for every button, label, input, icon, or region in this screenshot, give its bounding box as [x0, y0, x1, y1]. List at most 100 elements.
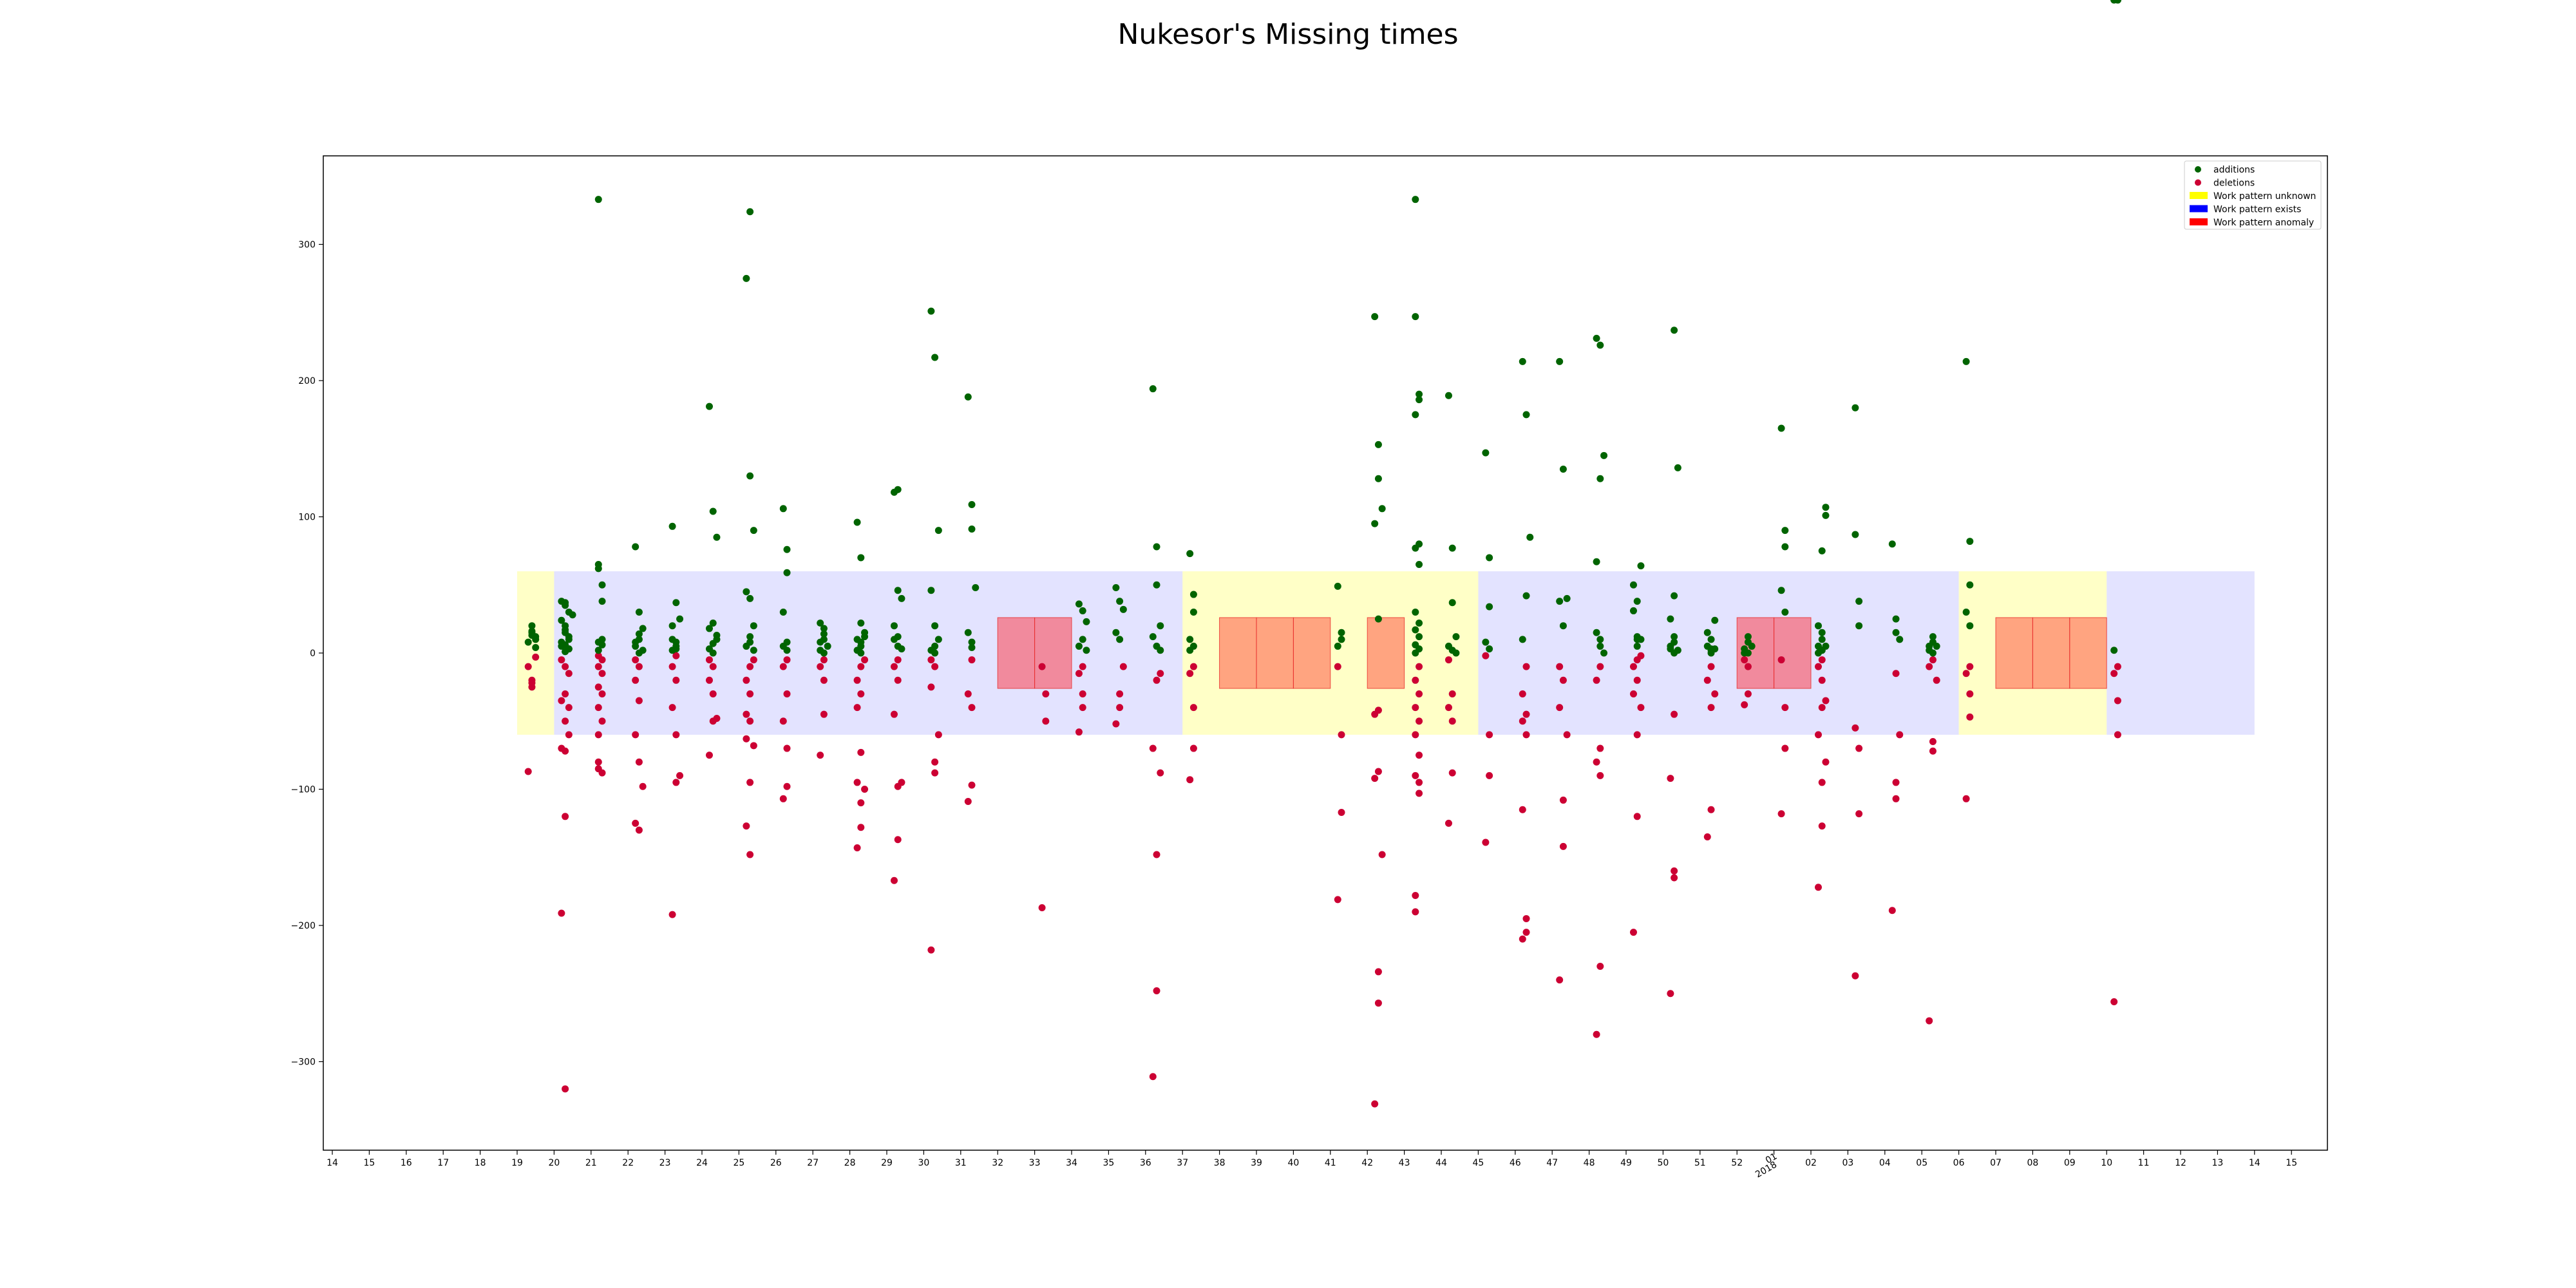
addition-point: [968, 638, 976, 646]
deletion-point: [1629, 663, 1637, 670]
anomaly-box-8: [1995, 617, 2033, 689]
addition-point: [746, 594, 754, 602]
addition-point: [558, 642, 565, 650]
addition-point: [598, 581, 606, 589]
chart-title: Nukesor's Missing times: [1117, 18, 1459, 51]
addition-point: [709, 507, 717, 515]
x-tick-label: 02: [1805, 1158, 1817, 1168]
y-tick-label: 100: [298, 512, 316, 522]
deletion-point: [861, 786, 869, 793]
addition-point: [1412, 626, 1419, 634]
legend-label-2: Work pattern unknown: [2213, 191, 2316, 202]
legend-marker-1: [2195, 179, 2201, 186]
deletion-point: [746, 663, 754, 670]
deletion-point: [1416, 752, 1423, 759]
deletion-point: [853, 779, 861, 786]
deletion-point: [1741, 701, 1748, 708]
addition-point: [1966, 581, 1974, 589]
deletion-point: [1186, 670, 1194, 677]
addition-point: [635, 649, 643, 657]
addition-point: [2110, 647, 2118, 654]
deletion-point: [1448, 769, 1456, 777]
deletion-point: [1374, 768, 1382, 775]
addition-point: [1852, 404, 1859, 412]
addition-point: [1600, 649, 1608, 657]
deletion-point: [1593, 758, 1600, 766]
addition-point: [820, 630, 828, 638]
deletion-point: [1448, 717, 1456, 725]
x-tick-label: 31: [955, 1158, 967, 1168]
addition-point: [594, 565, 602, 573]
deletion-point: [1933, 676, 1940, 684]
deletion-point: [705, 656, 713, 664]
x-tick-label: 45: [1472, 1158, 1484, 1168]
deletion-point: [1075, 728, 1083, 736]
deletion-point: [1818, 676, 1826, 684]
legend-patch-4: [2190, 218, 2208, 225]
addition-point: [1818, 636, 1826, 643]
addition-point: [1153, 581, 1160, 589]
deletion-point: [857, 748, 865, 756]
deletion-point: [1444, 656, 1452, 664]
deletion-point: [1926, 663, 1933, 670]
anomaly-box-4: [1293, 617, 1331, 689]
band-exists-1: [554, 571, 1183, 735]
deletion-point: [565, 670, 573, 677]
deletion-point: [1486, 772, 1493, 779]
deletion-point: [898, 779, 905, 786]
deletion-point: [968, 781, 976, 789]
addition-point: [1519, 357, 1526, 365]
deletion-point: [853, 844, 861, 851]
year-label: 2018: [1754, 1160, 1779, 1180]
deletion-point: [635, 826, 643, 834]
deletion-point: [1556, 663, 1564, 670]
x-tick-label: 40: [1287, 1158, 1299, 1168]
deletion-point: [1416, 690, 1423, 697]
deletion-point: [1888, 907, 1896, 914]
addition-point: [1522, 411, 1530, 419]
addition-point: [1378, 505, 1386, 513]
addition-point: [1781, 527, 1789, 535]
addition-point: [1149, 633, 1157, 641]
deletion-point: [779, 717, 787, 725]
anomaly-box-0: [997, 617, 1036, 689]
deletion-point: [1482, 652, 1490, 659]
deletion-point: [890, 710, 898, 718]
deletion-point: [1189, 704, 1197, 712]
deletion-point: [632, 731, 639, 739]
addition-point: [532, 644, 540, 652]
addition-point: [1371, 520, 1379, 527]
deletion-point: [676, 772, 684, 779]
x-tick-label: 15: [363, 1158, 375, 1168]
deletion-point: [713, 715, 721, 723]
addition-point: [1852, 531, 1859, 538]
deletion-point: [598, 769, 606, 777]
deletion-point: [1338, 731, 1345, 739]
x-tick-label: 43: [1399, 1158, 1410, 1168]
deletion-point: [1371, 775, 1379, 782]
addition-point: [1596, 475, 1604, 482]
addition-point: [968, 500, 976, 508]
deletion-point: [635, 697, 643, 705]
addition-point: [709, 619, 717, 627]
legend-label-1: deletions: [2213, 178, 2255, 189]
addition-point: [820, 625, 828, 632]
y-tick-label: 0: [310, 649, 316, 659]
deletion-point: [1818, 779, 1826, 786]
addition-point: [709, 649, 717, 657]
addition-point: [1633, 642, 1641, 650]
addition-point: [857, 619, 865, 627]
deletion-point: [743, 676, 750, 684]
addition-point: [1149, 385, 1157, 393]
deletion-point: [1593, 676, 1600, 684]
deletion-point: [598, 717, 606, 725]
addition-point: [968, 526, 976, 533]
x-tick-label: 35: [1103, 1158, 1114, 1168]
addition-point: [927, 307, 935, 315]
deletion-point: [1633, 676, 1641, 684]
addition-point: [779, 609, 787, 616]
deletion-point: [890, 663, 898, 670]
addition-point: [1667, 642, 1674, 650]
deletion-point: [1079, 663, 1086, 670]
deletion-point: [1519, 806, 1526, 813]
